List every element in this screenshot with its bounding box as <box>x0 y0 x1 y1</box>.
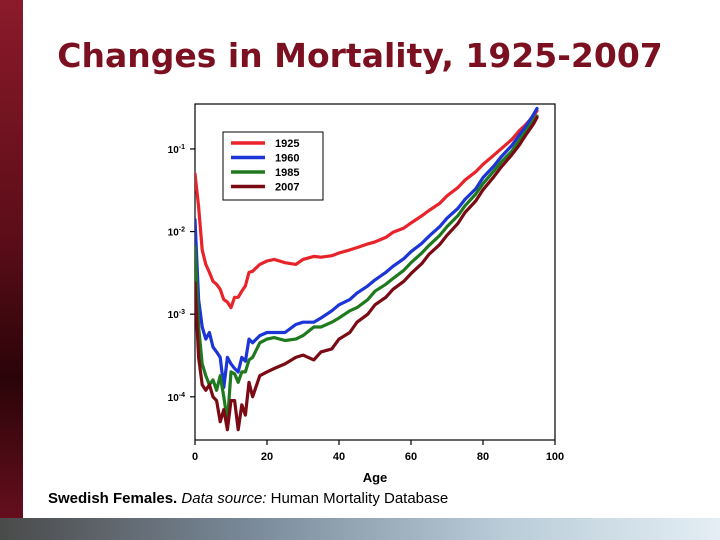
caption-source: Human Mortality Database <box>266 490 449 507</box>
legend-label-2007: 2007 <box>275 182 299 194</box>
series-line-1985 <box>195 114 539 424</box>
series-line-1960 <box>195 106 539 389</box>
series-group <box>195 106 539 432</box>
caption: Swedish Females. Data source: Human Mort… <box>48 490 448 507</box>
y-tick-label: 10-1 <box>168 144 185 156</box>
legend-label-1960: 1960 <box>275 153 299 165</box>
mortality-chart: 0 20 40 60 80 100Age10-110-210-310-4192519601… <box>168 103 564 485</box>
y-tick-label: 10-4 <box>168 392 185 404</box>
caption-bold: Swedish Females. <box>48 490 178 507</box>
x-tick-label: 20 <box>261 451 273 463</box>
x-axis-label: Age <box>363 470 388 485</box>
bottom-accent-bar <box>0 518 720 540</box>
x-tick-label: 40 <box>333 451 345 463</box>
y-tick-label: 10-3 <box>168 309 185 321</box>
x-tick-label: 80 <box>477 451 489 463</box>
series-line-2007 <box>195 115 539 432</box>
left-accent-bar <box>0 0 23 540</box>
x-tick-label: 0 <box>192 451 198 463</box>
x-tick-label: 60 <box>405 451 417 463</box>
caption-italic: Data source: <box>181 490 267 507</box>
legend-label-1925: 1925 <box>275 138 299 150</box>
y-tick-label: 10-2 <box>168 227 185 239</box>
legend: 1925 1960 1985 2007 <box>222 131 324 201</box>
series-line-1925 <box>195 109 539 310</box>
slide-title: Changes in Mortality, 1925-2007 <box>57 36 663 75</box>
x-tick-label: 100 <box>546 451 564 463</box>
legend-label-1985: 1985 <box>275 167 299 179</box>
